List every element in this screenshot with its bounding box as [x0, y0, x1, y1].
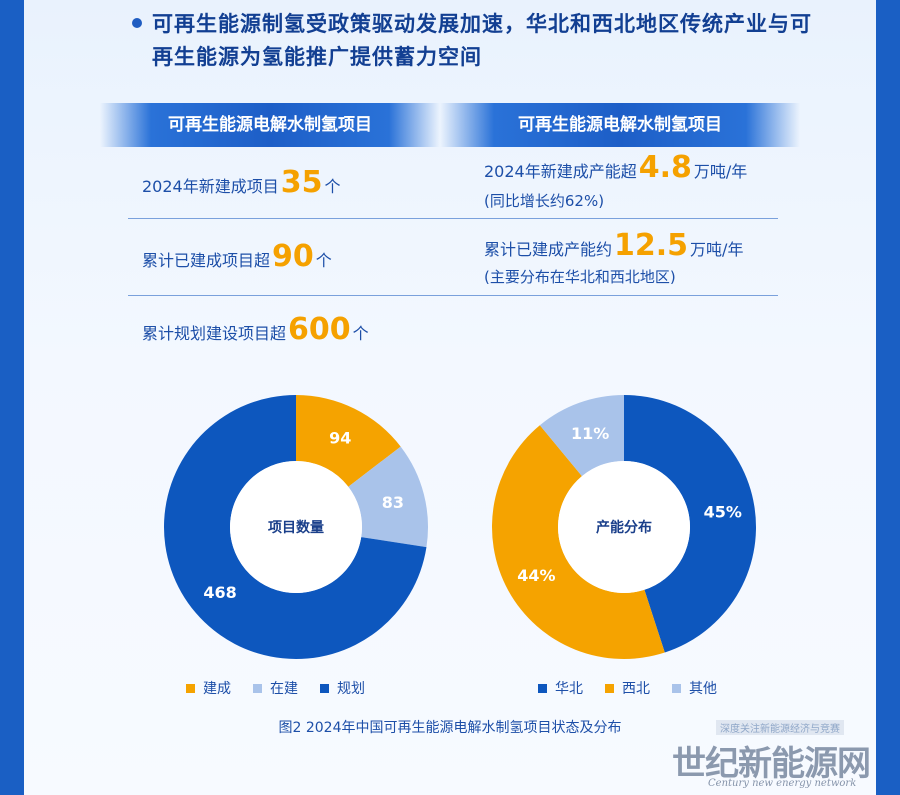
legend-label: 其他 — [689, 681, 717, 697]
headline: 可再生能源制氢受政策驱动发展加速，华北和西北地区传统产业与可再生能源为氢能推广提… — [152, 12, 812, 69]
legend-item: 其他 — [672, 678, 717, 698]
legend-item: 规划 — [320, 678, 365, 698]
right-row-2: 累计已建成产能约12.5 万吨/年 — [484, 228, 743, 263]
left-row-3: 累计规划建设项目超600 个 — [142, 312, 369, 347]
slice-value-label: 468 — [203, 583, 236, 602]
watermark-tagline: 深度关注新能源经济与竞赛 — [716, 720, 844, 735]
right-row-2-suffix: 万吨/年 — [690, 240, 744, 259]
legend-item: 华北 — [538, 678, 583, 698]
legend-capacity: 华北 西北 其他 — [538, 678, 717, 698]
left-row-2-prefix: 累计已建成项目超 — [142, 251, 271, 270]
left-row-1-suffix: 个 — [324, 177, 341, 196]
row-divider — [128, 218, 778, 219]
donut-center-label: 项目数量 — [268, 519, 324, 536]
legend-swatch — [253, 683, 262, 693]
watermark-english: Century new energy network — [708, 778, 857, 789]
legend-projects: 建成 在建 规划 — [186, 678, 365, 698]
slice-value-label: 44% — [517, 566, 555, 585]
left-row-1-prefix: 2024年新建成项目 — [142, 177, 279, 196]
left-row-1-value: 35 — [280, 165, 323, 200]
left-row-3-suffix: 个 — [352, 324, 369, 343]
legend-swatch — [320, 683, 329, 693]
legend-item: 建成 — [186, 678, 231, 698]
right-row-1-suffix: 万吨/年 — [693, 162, 748, 181]
donut-hole — [558, 461, 690, 593]
donut-center-label: 产能分布 — [596, 519, 652, 536]
slice-value-label: 45% — [704, 502, 742, 521]
donut-slice-西北 — [492, 425, 665, 660]
row-divider — [128, 295, 778, 296]
legend-label: 华北 — [555, 681, 583, 697]
right-header-band — [440, 103, 800, 147]
legend-item: 在建 — [253, 678, 298, 698]
legend-label: 在建 — [270, 681, 298, 697]
right-header-label: 可再生能源电解水制氢项目 — [518, 115, 722, 135]
donut-slice-建成 — [296, 395, 401, 487]
left-row-1: 2024年新建成项目35 个 — [142, 165, 341, 200]
slice-value-label: 11% — [571, 424, 609, 443]
left-row-3-prefix: 累计规划建设项目超 — [142, 324, 287, 343]
slice-value-label: 83 — [382, 493, 404, 512]
legend-label: 西北 — [622, 681, 650, 697]
slice-value-label: 94 — [329, 428, 351, 447]
left-header-label: 可再生能源电解水制氢项目 — [168, 115, 372, 135]
donut-slice-华北 — [624, 395, 757, 653]
legend-swatch — [672, 683, 681, 693]
left-row-2-value: 90 — [272, 239, 314, 274]
right-row-1: 2024年新建成产能超4.8 万吨/年 — [484, 150, 747, 185]
right-row-2-note: (主要分布在华北和西北地区) — [484, 268, 676, 286]
right-row-2-value: 12.5 — [614, 228, 689, 263]
left-row-2-suffix: 个 — [315, 251, 332, 270]
donut-slice-在建 — [348, 446, 428, 548]
right-row-1-prefix: 2024年新建成产能超 — [484, 162, 637, 181]
legend-swatch — [538, 683, 547, 693]
left-row-3-value: 600 — [288, 312, 351, 347]
right-row-1-note: (同比增长约62%) — [484, 192, 605, 210]
donut-slice-规划 — [164, 395, 427, 659]
legend-label: 规划 — [337, 681, 365, 697]
legend-item: 西北 — [605, 678, 650, 698]
legend-swatch — [186, 683, 195, 693]
legend-label: 建成 — [203, 681, 231, 697]
right-row-1-value: 4.8 — [638, 150, 692, 185]
donut-hole — [230, 461, 362, 593]
left-header-band — [100, 103, 440, 147]
left-row-2: 累计已建成项目超90 个 — [142, 239, 332, 274]
legend-swatch — [605, 683, 614, 693]
donut-slice-其他 — [539, 395, 624, 477]
watermark-logo-text: 世纪新能源网 — [672, 744, 871, 784]
right-row-2-prefix: 累计已建成产能约 — [484, 240, 613, 259]
bullet-dot — [132, 18, 142, 28]
figure-caption: 图2 2024年中国可再生能源电解水制氢项目状态及分布 — [278, 720, 622, 736]
